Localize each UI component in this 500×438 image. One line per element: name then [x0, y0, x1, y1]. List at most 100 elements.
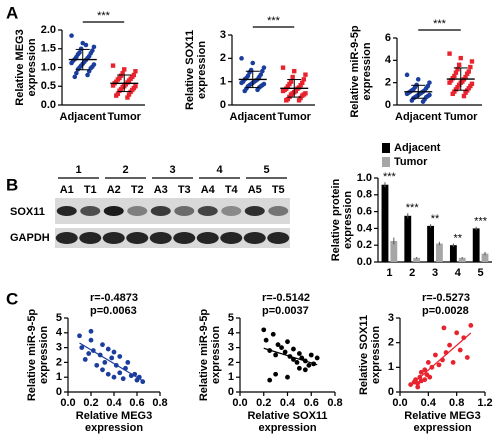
point — [125, 95, 130, 100]
bar — [413, 257, 421, 262]
point — [294, 360, 300, 365]
point — [415, 380, 421, 386]
point — [469, 81, 475, 86]
bar-annotation: ** — [454, 232, 463, 244]
point — [466, 86, 471, 91]
group-label: 3 — [169, 164, 175, 176]
protein-label: SOX11 — [10, 206, 45, 218]
y-axis-label: Relative SOX11 — [358, 315, 370, 395]
y-tick-label: 2 — [385, 77, 391, 89]
y-tick-label: 2 — [228, 356, 234, 368]
lane-label: A3 — [154, 184, 168, 196]
point — [306, 362, 312, 368]
group-label: 1 — [75, 164, 81, 176]
x-tick-label: 0.4 — [106, 397, 122, 409]
y-tick-label: 0 — [385, 99, 391, 111]
band — [220, 232, 243, 244]
point — [122, 67, 127, 72]
point — [109, 355, 115, 361]
point — [88, 328, 94, 334]
point — [455, 67, 460, 72]
significance-label: *** — [433, 18, 447, 30]
regression-line — [263, 347, 318, 366]
group-label: 4 — [216, 164, 223, 176]
point — [74, 70, 79, 76]
bar — [472, 228, 480, 262]
band — [126, 232, 149, 244]
lane-label: T2 — [131, 184, 144, 196]
x-tick-label: 0.2 — [256, 397, 271, 409]
x-axis-label: Relative MEG3 — [404, 410, 480, 422]
y-tick-label: 0 — [220, 99, 226, 111]
point — [441, 325, 447, 331]
bar — [427, 225, 434, 262]
point — [457, 347, 463, 353]
point — [82, 357, 88, 362]
point — [447, 342, 452, 348]
point — [239, 80, 244, 86]
point — [69, 33, 74, 38]
x-tick-label: 0.0 — [232, 397, 247, 409]
point — [110, 63, 116, 68]
point — [308, 352, 314, 358]
point — [415, 384, 421, 390]
point — [111, 349, 117, 355]
band — [56, 206, 77, 216]
y-tick-label: 3 — [228, 342, 234, 354]
stat-annotation: r=-0.4873 — [90, 292, 138, 304]
point — [125, 360, 131, 365]
point — [69, 60, 74, 66]
point — [463, 74, 468, 80]
y-axis-label: Relative miR-9-5p — [349, 25, 361, 118]
y-tick-label: 3 — [56, 342, 62, 354]
y-tick-label: 6 — [385, 32, 391, 44]
regression-line — [410, 332, 472, 386]
bar — [458, 257, 466, 262]
stat-annotation: p=0.0063 — [90, 305, 137, 317]
regression-line — [79, 342, 144, 382]
y-tick-label: 0.4 — [357, 222, 373, 234]
lane-label: T1 — [84, 184, 97, 196]
y-tick-label: 1.5 — [41, 43, 56, 55]
y-tick-label: 0 — [56, 386, 62, 398]
y-tick-label: 1 — [220, 76, 226, 88]
point — [120, 70, 125, 76]
point — [404, 91, 410, 97]
bar — [436, 243, 443, 262]
point — [461, 335, 467, 341]
point — [102, 360, 108, 365]
point — [117, 88, 122, 93]
point — [285, 84, 291, 89]
y-tick-label: 1 — [228, 371, 234, 383]
y-axis-label: expression — [210, 326, 222, 384]
point — [422, 367, 428, 373]
y-axis-label: expression — [370, 326, 382, 384]
point — [468, 83, 473, 89]
point — [454, 330, 460, 336]
point — [456, 62, 462, 67]
point — [415, 77, 421, 82]
point — [436, 362, 442, 368]
point — [450, 91, 455, 97]
point — [94, 362, 100, 368]
point — [288, 79, 294, 84]
y-axis-label: expression — [342, 191, 354, 249]
y-tick-label: 0 — [228, 386, 234, 398]
point — [100, 342, 105, 348]
band — [55, 232, 78, 244]
y-tick-label: 0.0 — [41, 99, 56, 111]
point — [120, 84, 125, 90]
band — [197, 206, 218, 216]
band — [79, 232, 102, 244]
point — [298, 95, 303, 101]
x-tick-label: 0.4 — [421, 397, 437, 409]
y-axis-label: expression — [196, 41, 208, 99]
band — [173, 232, 196, 244]
point — [105, 346, 111, 352]
y-tick-label: 2.0 — [41, 24, 56, 36]
point — [117, 354, 123, 359]
point — [72, 74, 78, 80]
lane-label: T4 — [225, 184, 239, 196]
point — [296, 351, 302, 356]
band — [149, 232, 172, 244]
